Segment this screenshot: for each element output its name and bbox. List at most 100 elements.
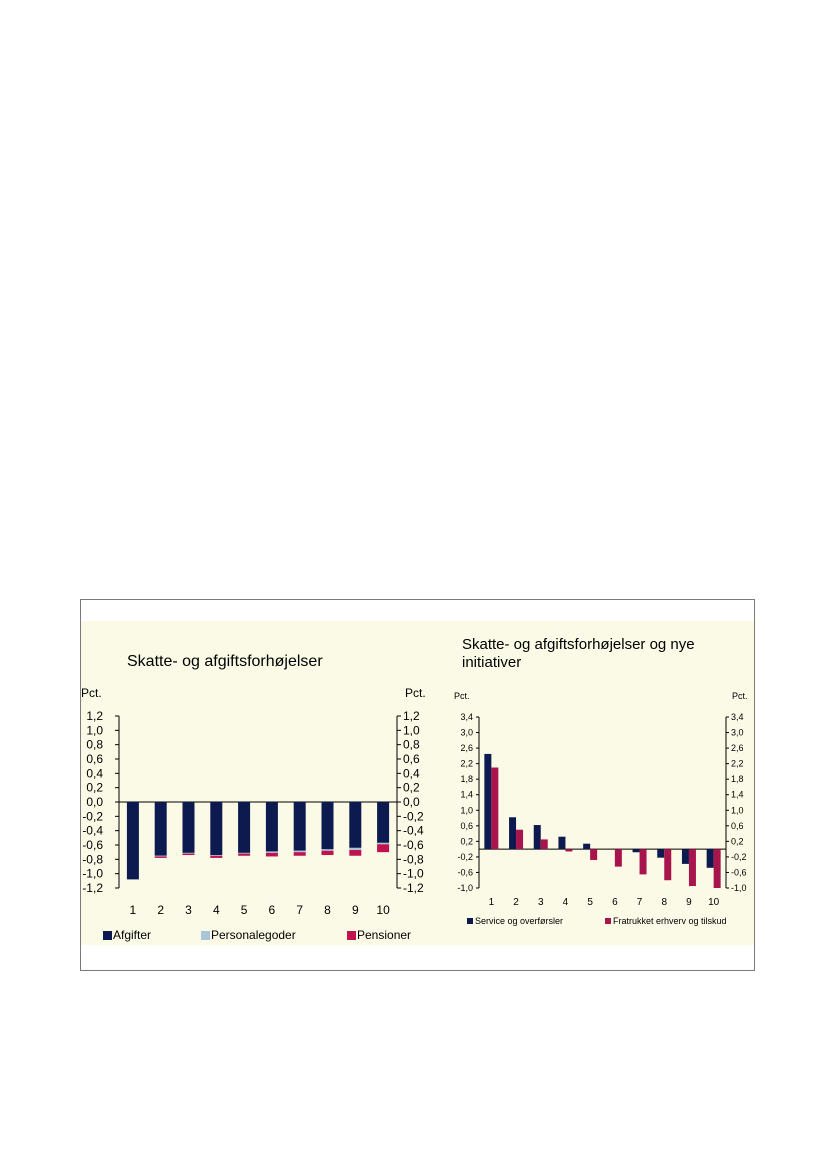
chart-left-xtick-label: 10 xyxy=(376,903,390,917)
chart-left-ytick-label-right: -0,4 xyxy=(403,824,424,838)
chart-left-ytick-label: 0,0 xyxy=(86,795,103,809)
chart-left-bar xyxy=(293,802,306,851)
chart-left-bar xyxy=(321,850,334,856)
chart-left-ytick-label: -0,4 xyxy=(82,824,103,838)
chart-left-legend-label: Pensioner xyxy=(357,928,411,942)
chart-right-ytick-label: 1,0 xyxy=(460,805,473,815)
chart-right-ytick-label-right: 2,2 xyxy=(731,759,744,769)
chart-left-bar xyxy=(154,856,167,858)
chart-right-xtick-label: 9 xyxy=(686,897,692,908)
chart-left-bar xyxy=(210,802,223,856)
chart-panel: Skatte- og afgiftsforhøjelser Pct. Pct. … xyxy=(81,621,754,945)
chart-right-ytick-label-right: 0,2 xyxy=(731,836,744,846)
chart-left-bar xyxy=(238,802,251,853)
chart-right-xtick-label: 10 xyxy=(708,897,720,908)
chart-right-ytick-label-right: 1,0 xyxy=(731,805,744,815)
chart-right-ytick-label: 1,8 xyxy=(460,774,473,784)
chart-left-xtick-label: 3 xyxy=(185,903,192,917)
chart-right-bar xyxy=(706,849,714,868)
chart-right-ytick-label-right: 3,4 xyxy=(731,712,744,722)
charts-svg: Skatte- og afgiftsforhøjelser Pct. Pct. … xyxy=(81,636,748,942)
chart-right-xtick-label: 6 xyxy=(612,897,618,908)
chart-right-ytick-label-right: -0,6 xyxy=(731,867,747,877)
chart-right-ytick-label: 3,0 xyxy=(460,728,473,738)
chart-right-bar xyxy=(664,849,672,881)
chart-right-xtick-label: 4 xyxy=(563,897,569,908)
chart-left-bar xyxy=(154,855,167,857)
chart-right-ylabel-right: Pct. xyxy=(732,691,748,701)
chart-right-xtick-label: 3 xyxy=(538,897,544,908)
chart-right-bar xyxy=(632,849,640,853)
chart-left-ytick-label-right: -0,6 xyxy=(403,838,424,852)
chart-left-xtick-label: 4 xyxy=(213,903,220,917)
chart-left-ytick-label-right: 1,2 xyxy=(403,709,420,723)
chart-right-bar xyxy=(657,849,665,858)
chart-right-bar xyxy=(491,767,499,850)
chart-left-xtick-label: 7 xyxy=(296,903,303,917)
chart-left-ytick-label: 0,2 xyxy=(86,781,103,795)
chart-right-ytick-label: 0,6 xyxy=(460,821,473,831)
chart-left-xtick-label: 8 xyxy=(324,903,331,917)
chart-right-ytick-label: -1,0 xyxy=(457,883,473,893)
chart-right-ylabel-left: Pct. xyxy=(454,691,470,701)
chart-right-xtick-label: 7 xyxy=(637,897,643,908)
chart-left-ytick-label: 1,2 xyxy=(86,709,103,723)
chart-right-ytick-label-right: 2,6 xyxy=(731,743,744,753)
chart-right-legend-label: Fratrukket erhverv og tilskud xyxy=(613,916,727,926)
chart-right-ytick-label: 3,4 xyxy=(460,712,473,722)
chart-right-bar xyxy=(590,849,598,861)
chart-left-legend-label: Personalegoder xyxy=(211,928,296,942)
chart-right-ytick-label-right: 1,4 xyxy=(731,790,744,800)
chart-left-bar xyxy=(349,847,362,851)
chart-right-legend-label: Service og overførsler xyxy=(475,916,563,926)
chart-left-bar xyxy=(293,850,306,853)
chart-right-title: Skatte- og afgiftsforhøjelser og nye ini… xyxy=(462,636,699,671)
chart-left-bar xyxy=(182,853,195,856)
chart-right-ytick-label: 2,6 xyxy=(460,743,473,753)
chart-right-legend-swatch xyxy=(467,918,473,924)
chart-right-bar xyxy=(509,817,517,850)
chart-left-ytick-label-right: 1,0 xyxy=(403,723,420,737)
chart-left-ytick-label: -0,6 xyxy=(82,838,103,852)
chart-right-bar xyxy=(583,843,591,850)
chart-left-xtick-label: 6 xyxy=(269,903,276,917)
chart-left-bar xyxy=(126,802,139,880)
figure-frame: Skatte- og afgiftsforhøjelser Pct. Pct. … xyxy=(80,599,755,971)
chart-left-bar xyxy=(265,851,278,853)
chart-left: Skatte- og afgiftsforhøjelser Pct. Pct. … xyxy=(81,653,426,942)
chart-right-bar xyxy=(614,849,622,867)
chart-left-bar xyxy=(182,802,195,853)
chart-left-ytick-label: 0,4 xyxy=(86,766,103,780)
chart-left-xtick-label: 5 xyxy=(241,903,248,917)
chart-left-ytick-label: -1,0 xyxy=(82,867,103,881)
chart-left-ytick-label: 0,8 xyxy=(86,738,103,752)
chart-left-bar xyxy=(349,802,362,848)
chart-left-ytick-label-right: 0,8 xyxy=(403,738,420,752)
chart-left-bar xyxy=(210,855,223,856)
chart-right-xtick-label: 5 xyxy=(587,897,593,908)
chart-left-xtick-label: 2 xyxy=(157,903,164,917)
chart-left-bar xyxy=(377,844,390,853)
chart-right-xtick-label: 2 xyxy=(513,897,519,908)
chart-right-bar xyxy=(688,849,696,887)
chart-right-bar xyxy=(533,825,541,850)
chart-right-ytick-label: -0,6 xyxy=(457,867,473,877)
chart-left-bar xyxy=(210,855,223,858)
chart-right-bar xyxy=(681,849,689,864)
chart-right-ytick-label: 0,2 xyxy=(460,836,473,846)
chart-left-bar xyxy=(265,852,278,857)
chart-right-ytick-label: 1,4 xyxy=(460,790,473,800)
chart-left-ytick-label: 0,6 xyxy=(86,752,103,766)
chart-left-legend-swatch xyxy=(201,931,210,940)
chart-left-bar xyxy=(377,842,390,845)
chart-left-ytick-label-right: 0,0 xyxy=(403,795,420,809)
chart-left-bar xyxy=(238,852,251,854)
chart-left-bar xyxy=(265,802,278,852)
chart-right-ytick-label-right: -0,2 xyxy=(731,852,747,862)
chart-left-ytick-label-right: 0,4 xyxy=(403,766,420,780)
chart-right-title-line1: Skatte- og afgiftsforhøjelser og nye xyxy=(462,636,695,653)
chart-left-ytick-label-right: -1,2 xyxy=(403,881,424,895)
chart-right-bar xyxy=(565,849,573,852)
chart-right-title-line2: initiativer xyxy=(462,654,521,671)
chart-left-ytick-label: 1,0 xyxy=(86,723,103,737)
